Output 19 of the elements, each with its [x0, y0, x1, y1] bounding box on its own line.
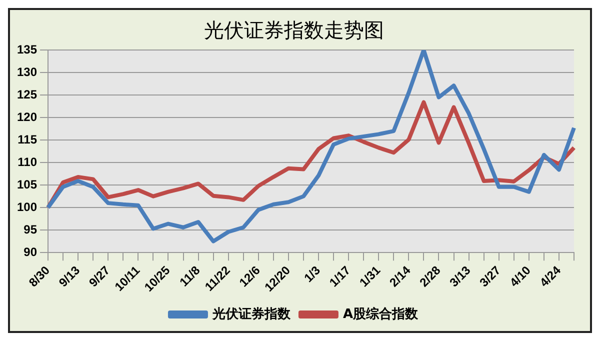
y-tick-label: 100	[16, 200, 38, 214]
y-tick-label: 120	[16, 110, 38, 124]
y-tick-label: 95	[24, 222, 38, 236]
legend-label: 光伏证券指数	[211, 306, 292, 322]
y-tick-label: 90	[24, 244, 38, 259]
chart-title: 光伏证券指数走势图	[204, 18, 384, 42]
legend-label: A股综合指数	[342, 306, 420, 322]
x-tick-label: 4/24	[537, 263, 564, 290]
x-tick-label: 3/13	[446, 263, 474, 290]
y-tick-label: 115	[18, 132, 38, 146]
y-tick-label: 135	[16, 42, 38, 56]
x-tick-label: 9/13	[56, 263, 83, 290]
x-tick-label: 8/30	[26, 263, 53, 290]
x-tick-label: 1/3	[301, 263, 324, 285]
x-tick-label: 4/10	[506, 263, 534, 290]
y-tick-label: 105	[16, 177, 38, 192]
y-tick-label: 110	[18, 154, 38, 169]
y-tick-label: 125	[16, 87, 38, 102]
y-tick-label: 130	[16, 64, 38, 79]
